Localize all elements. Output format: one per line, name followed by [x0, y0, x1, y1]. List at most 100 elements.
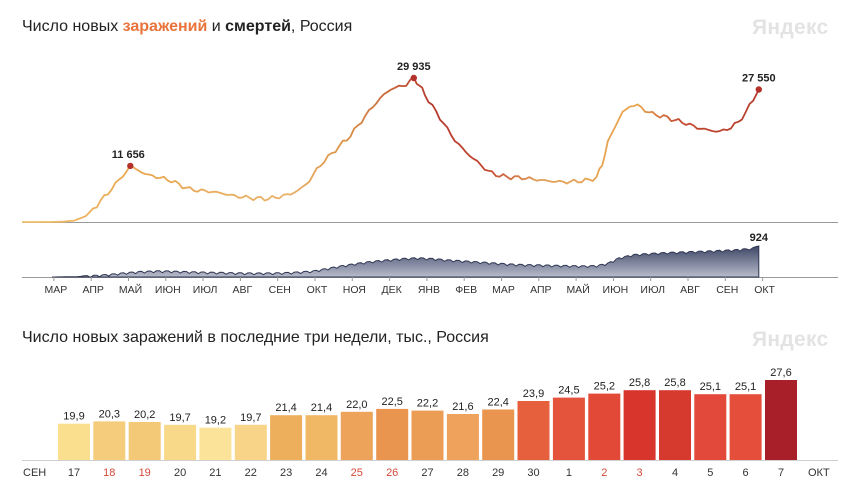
bar-value-label: 20,3 — [99, 408, 120, 420]
month-label: ОКТ — [307, 284, 328, 296]
bar-month-end: ОКТ — [808, 467, 830, 479]
bars: 19,9 20,3 20,2 19,7 19,2 19,7 21,4 21,4 22,0 22,5… — [58, 367, 797, 460]
bar-day-label: 7 — [778, 467, 784, 479]
title-mid: и — [207, 18, 226, 35]
bar-value-label: 24,5 — [558, 385, 579, 397]
bar — [305, 415, 338, 460]
chart-title-bottom: Число новых заражений в последние три не… — [22, 329, 489, 346]
month-label: АВГ — [233, 284, 253, 296]
month-axis: МАР АПР МАЙ ИЮН ИЮЛ АВГ СЕН ОКТ НОЯ ДЕК ЯНВ ФЕВ МАР А… — [45, 277, 776, 296]
bar-value-label: 19,9 — [63, 411, 84, 423]
bar-day-label: 4 — [672, 467, 678, 479]
bar-value-label: 25,8 — [629, 377, 650, 389]
bar — [588, 393, 621, 460]
title-suffix: , Россия — [290, 18, 353, 35]
title-deaths-word: смертей — [225, 18, 291, 35]
month-label: АПР — [530, 284, 551, 296]
bar-value-label: 25,2 — [594, 381, 615, 393]
peak-marker — [410, 74, 417, 82]
title-cases-word: заражений — [122, 18, 208, 35]
chart-title-top: Число новых заражений и смертей, Россия — [22, 18, 352, 36]
bar-day-label: 22 — [245, 467, 257, 479]
bar-month-start: СЕН — [23, 467, 46, 479]
month-label: НОЯ — [343, 284, 366, 296]
bar-day-label: 3 — [637, 467, 643, 479]
bar-day-label: 25 — [351, 467, 363, 479]
bar-value-label: 25,1 — [735, 381, 756, 393]
title-prefix: Число новых — [22, 18, 123, 35]
annotations: 11 656 29 935 27 550 924 — [112, 61, 776, 244]
bar-day-label: 21 — [209, 467, 221, 479]
bar-value-label: 20,2 — [134, 409, 155, 421]
bar-day-label: 20 — [174, 467, 186, 479]
bar — [164, 424, 197, 460]
bar — [340, 411, 373, 460]
bar-day-label: 1 — [566, 467, 572, 479]
bar-day-label: 24 — [315, 467, 327, 479]
bar-value-label: 22,5 — [381, 396, 402, 408]
month-label: МАЙ — [566, 283, 589, 296]
bar-chart: 19,9 20,3 20,2 19,7 19,2 19,7 21,4 21,4 22,0 22,5… — [22, 367, 838, 479]
bar-day-label: 5 — [707, 467, 713, 479]
month-label: АПР — [82, 284, 103, 296]
bar-day-label: 6 — [743, 467, 749, 479]
month-label: ИЮН — [603, 284, 629, 296]
bar — [58, 423, 90, 460]
month-label: ИЮЛ — [640, 284, 665, 296]
bar-day-label: 23 — [280, 467, 292, 479]
bar-day-label: 17 — [68, 467, 80, 479]
bar-day-label: 26 — [386, 467, 398, 479]
bar — [234, 424, 267, 460]
cases-line — [22, 76, 760, 223]
bar — [765, 380, 797, 460]
bar — [482, 409, 515, 460]
peak-marker — [127, 162, 134, 170]
bar-day-label: 2 — [601, 467, 607, 479]
bar — [93, 421, 126, 460]
month-label: СЕН — [269, 284, 291, 296]
deaths-area — [52, 245, 760, 278]
bar-value-label: 21,6 — [452, 401, 473, 413]
bar-value-label: 19,2 — [205, 415, 226, 427]
bar-day-label: 27 — [421, 467, 433, 479]
bar-day-label: 18 — [103, 467, 115, 479]
line-chart: 11 656 29 935 27 550 924 МАР АПР МАЙ ИЮН ИЮЛ АВГ… — [22, 61, 838, 296]
bar-value-label: 22,0 — [346, 399, 367, 411]
peak-label: 27 550 — [742, 73, 776, 85]
month-label: ИЮН — [155, 284, 181, 296]
bar — [694, 394, 727, 460]
month-label: ДЕК — [381, 284, 402, 296]
bar — [270, 415, 303, 460]
bar — [128, 422, 161, 460]
bar-value-label: 22,2 — [417, 398, 438, 410]
bar-value-label: 19,7 — [169, 412, 190, 424]
peak-marker — [755, 86, 762, 93]
bar — [376, 408, 409, 460]
bar — [411, 410, 444, 460]
yandex-logo-2: Яндекс — [752, 328, 829, 351]
bar-value-label: 22,4 — [487, 397, 508, 409]
month-label: СЕН — [716, 284, 738, 296]
bar-value-label: 21,4 — [275, 402, 296, 414]
month-label: ИЮЛ — [193, 284, 218, 296]
bar-day-label: 19 — [139, 467, 151, 479]
month-label: ЯНВ — [418, 284, 440, 296]
month-label: МАР — [492, 284, 515, 296]
month-label: ОКТ — [754, 284, 775, 296]
bar-value-label: 23,9 — [523, 388, 544, 400]
month-label: ФЕВ — [455, 284, 477, 296]
bar-day-label: 29 — [492, 467, 504, 479]
month-label: АВГ — [680, 284, 700, 296]
month-label: МАР — [45, 284, 68, 296]
bar-value-label: 19,7 — [240, 412, 261, 424]
bar-day-label: 30 — [527, 467, 539, 479]
bar-value-label: 25,8 — [664, 377, 685, 389]
bar — [623, 390, 656, 460]
deaths-peak-label: 924 — [750, 232, 769, 244]
peak-label: 11 656 — [112, 149, 145, 161]
bar-value-label: 21,4 — [311, 402, 332, 414]
month-label: МАЙ — [119, 283, 142, 296]
bar — [199, 427, 232, 460]
bar — [729, 394, 762, 460]
